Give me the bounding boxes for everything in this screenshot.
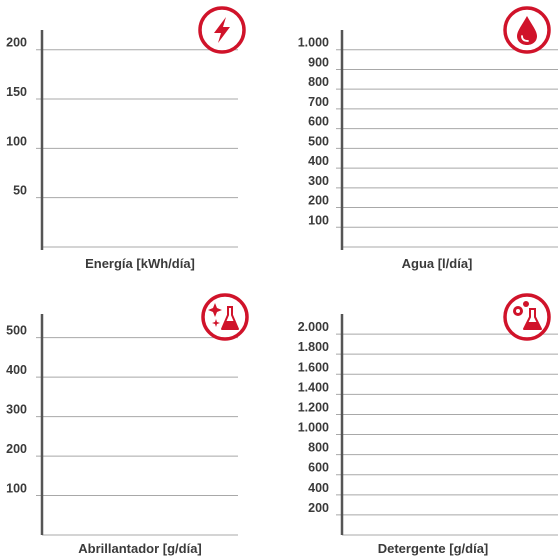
y-tick-label: 2.000: [298, 320, 329, 334]
y-tick-label: 300: [6, 403, 27, 417]
y-tick-label: 1.800: [298, 340, 329, 354]
sparkle-flask-icon: [201, 293, 249, 341]
y-tick-label: 100: [6, 134, 27, 148]
detergent-flask-icon: [503, 293, 551, 341]
y-tick-label: 150: [6, 85, 27, 99]
chart-detergente: 200 400 600 800 1.000 1.200 1.400 1.600 1.800 2.0…: [298, 293, 558, 556]
y-tick-label: 1.200: [298, 400, 329, 414]
y-tick-label: 600: [308, 115, 329, 129]
y-tick-label: 400: [308, 154, 329, 168]
y-tick-label: 900: [308, 55, 329, 69]
y-tick-label: 700: [308, 95, 329, 109]
chart-panel-abrillantador: 100 200 300 400 500 Abrillantador [g/día]: [0, 279, 279, 558]
y-tick-label: 200: [6, 36, 27, 50]
y-tick-label: 800: [308, 441, 329, 455]
y-tick-label: 100: [308, 213, 329, 227]
y-tick-label: 100: [6, 482, 27, 496]
x-axis-label: Detergente [g/día]: [378, 541, 489, 556]
y-tick-label: 1.400: [298, 380, 329, 394]
y-tick-label: 300: [308, 174, 329, 188]
y-tick-label: 1.600: [298, 360, 329, 374]
x-axis-label: Agua [l/día]: [402, 256, 473, 271]
y-tick-label: 200: [308, 194, 329, 208]
y-tick-label: 200: [6, 442, 27, 456]
chart-panel-agua: 100 200 300 400 500 600 700 800 900 1.000 Agua [l…: [279, 0, 558, 279]
chart-energia: 50 100 150 200 Energía [kWh/día]: [6, 6, 246, 271]
chart-panel-energia: 50 100 150 200 Energía [kWh/día]: [0, 0, 279, 279]
x-axis-label: Abrillantador [g/día]: [78, 541, 202, 556]
chart-agua: 100 200 300 400 500 600 700 800 900 1.000 Agua [l…: [298, 6, 558, 271]
y-tick-label: 600: [308, 461, 329, 475]
y-tick-label: 1.000: [298, 421, 329, 435]
y-tick-label: 50: [13, 184, 27, 198]
chart-abrillantador: 100 200 300 400 500 Abrillantador [g/día]: [6, 293, 249, 556]
y-tick-label: 1.000: [298, 36, 329, 50]
y-tick-label: 800: [308, 75, 329, 89]
x-axis-label: Energía [kWh/día]: [85, 256, 195, 271]
water-drop-icon: [503, 6, 551, 54]
lightning-bolt-icon: [198, 6, 246, 54]
chart-panel-detergente: 200 400 600 800 1.000 1.200 1.400 1.600 1.800 2.0…: [279, 279, 558, 558]
y-tick-label: 400: [6, 363, 27, 377]
y-tick-label: 500: [6, 324, 27, 338]
y-tick-label: 200: [308, 501, 329, 515]
y-tick-label: 400: [308, 481, 329, 495]
y-tick-label: 500: [308, 134, 329, 148]
